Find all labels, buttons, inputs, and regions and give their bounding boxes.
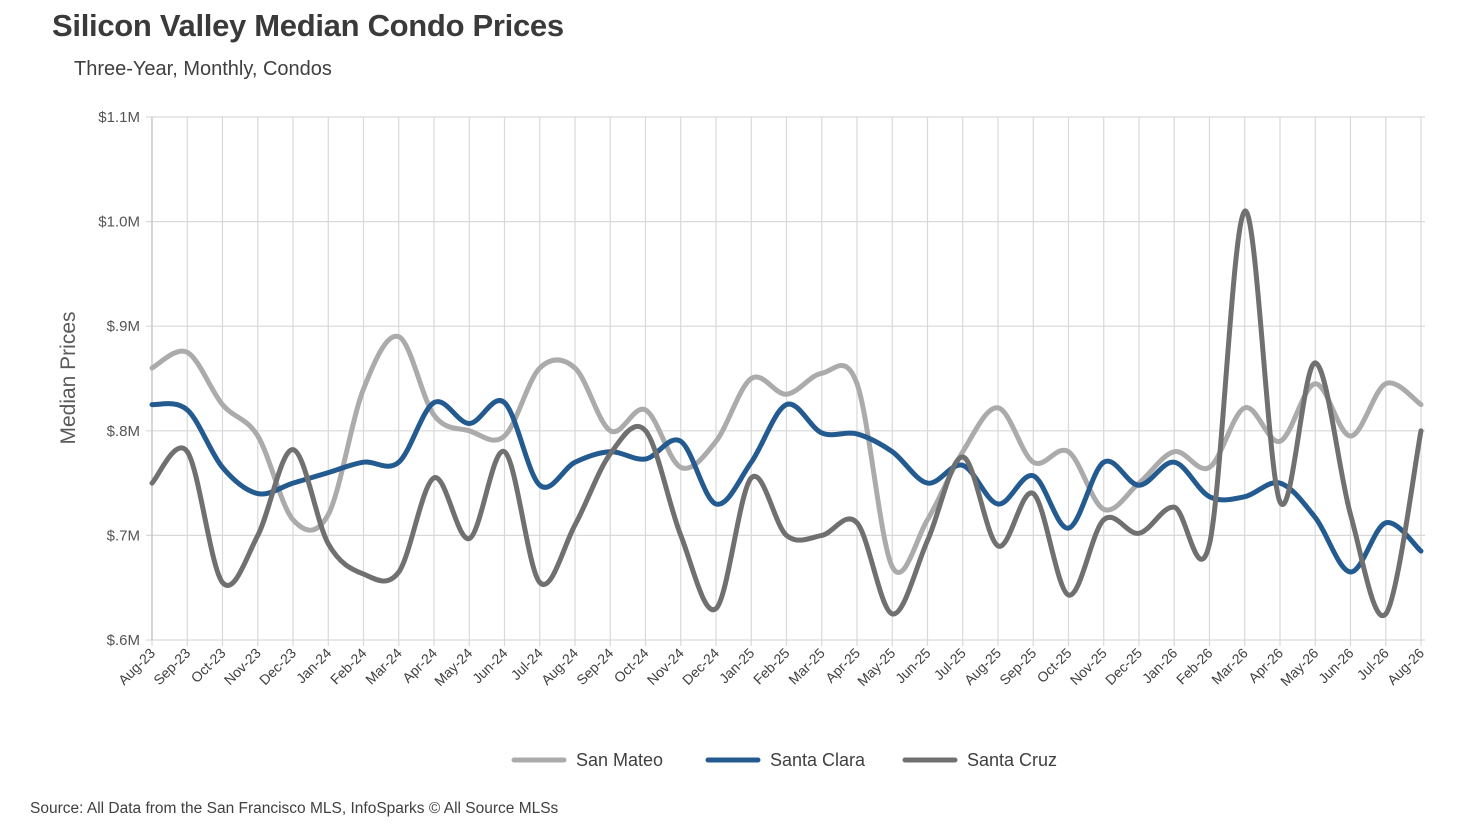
x-tick-label: Jan-26 bbox=[1139, 645, 1181, 687]
x-tick-label: Jun-26 bbox=[1315, 645, 1357, 687]
grid-layer bbox=[146, 116, 1425, 646]
x-tick-label: May-24 bbox=[431, 645, 475, 689]
y-tick-label: $1.0M bbox=[98, 214, 140, 231]
y-axis-title: Median Prices bbox=[57, 311, 80, 444]
x-tick-label: Mar-25 bbox=[785, 645, 828, 688]
x-tick-label: Sep-24 bbox=[573, 645, 616, 688]
x-tick-label: Mar-26 bbox=[1208, 645, 1251, 688]
series-line-santa-clara bbox=[149, 398, 1424, 575]
x-tick-label: Aug-25 bbox=[961, 645, 1004, 688]
x-tick-label: Aug-26 bbox=[1384, 645, 1427, 688]
x-tick-label: Jan-24 bbox=[293, 645, 335, 687]
legend-label-santa-cruz: Santa Cruz bbox=[967, 750, 1057, 770]
x-tick-label: May-25 bbox=[854, 645, 898, 689]
series-line-santa-cruz bbox=[149, 208, 1424, 619]
x-tick-label: Aug-24 bbox=[538, 645, 581, 688]
y-tick-label: $1.1M bbox=[98, 109, 140, 126]
chart-subtitle: Three-Year, Monthly, Condos bbox=[74, 58, 332, 80]
x-tick-label: Dec-25 bbox=[1102, 645, 1145, 688]
x-tick-label: Dec-24 bbox=[679, 645, 722, 688]
x-tick-label: Sep-25 bbox=[996, 645, 1039, 688]
x-tick-label: Dec-23 bbox=[256, 645, 299, 688]
chart-source-note: Source: All Data from the San Francisco … bbox=[30, 800, 559, 817]
x-tick-label: Feb-24 bbox=[327, 645, 370, 688]
x-tick-label: Nov-25 bbox=[1067, 645, 1110, 688]
x-tick-label: Jun-24 bbox=[469, 645, 511, 687]
series-line-san-mateo bbox=[149, 333, 1424, 575]
x-tick-label: Jun-25 bbox=[892, 645, 934, 687]
x-tick-label: Feb-26 bbox=[1173, 645, 1216, 688]
x-tick-label: Nov-23 bbox=[221, 645, 264, 688]
chart-title: Silicon Valley Median Condo Prices bbox=[52, 8, 564, 43]
y-tick-label: $.8M bbox=[107, 423, 140, 440]
x-tick-label: Sep-23 bbox=[150, 645, 193, 688]
y-tick-label: $.7M bbox=[107, 527, 140, 544]
x-tick-label: Nov-24 bbox=[644, 645, 687, 688]
y-tick-label: $.6M bbox=[107, 632, 140, 649]
legend-label-santa-clara: Santa Clara bbox=[770, 750, 866, 770]
series-layer bbox=[149, 208, 1424, 619]
x-tick-label: Jan-25 bbox=[716, 645, 758, 687]
legend-label-san-mateo: San Mateo bbox=[576, 750, 663, 770]
x-tick-label: Feb-25 bbox=[750, 645, 793, 688]
x-tick-label: Mar-24 bbox=[362, 645, 405, 688]
x-tick-label: May-26 bbox=[1277, 645, 1321, 689]
y-tick-label: $.9M bbox=[107, 318, 140, 335]
y-axis: $.6M $.7M $.8M $.9M $1.0M $1.1M bbox=[98, 109, 153, 649]
x-axis: Aug-23Sep-23Oct-23Nov-23Dec-23Jan-24Feb-… bbox=[115, 645, 1427, 689]
x-tick-label: Aug-23 bbox=[115, 645, 158, 688]
legend: San Mateo Santa Clara Santa Cruz bbox=[511, 750, 1057, 770]
